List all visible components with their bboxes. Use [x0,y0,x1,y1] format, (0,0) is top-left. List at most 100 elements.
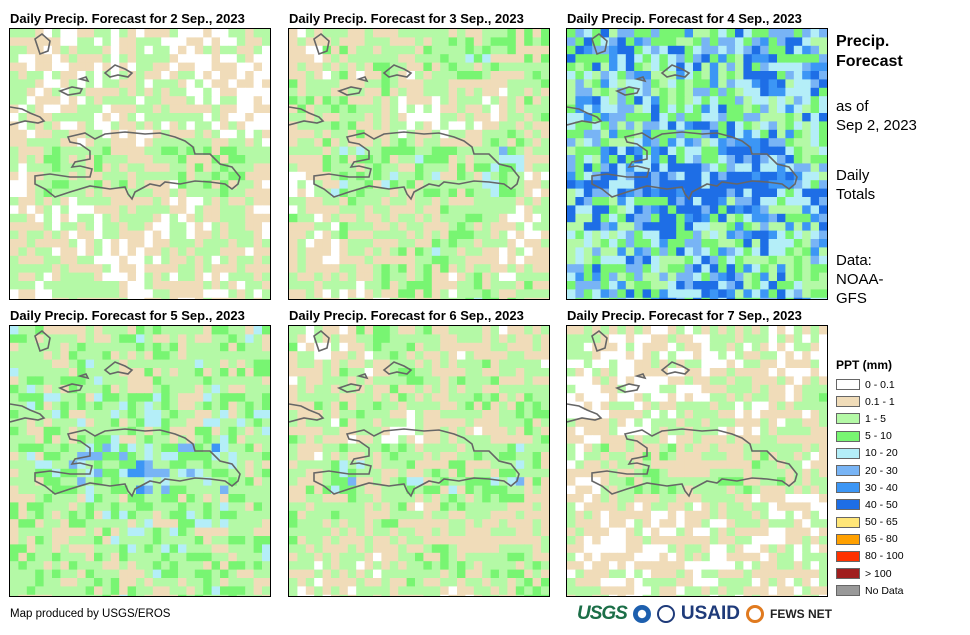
precip-cell [68,255,78,265]
precip-cell [127,544,137,554]
precip-cell [52,569,61,579]
precip-cell [110,87,120,97]
precip-cell [448,368,458,377]
precip-cell [760,29,770,38]
precip-cell [339,96,349,106]
precip-cell [768,121,778,131]
precip-cell [448,197,458,206]
precip-cell [440,205,450,215]
precip-cell [743,138,753,148]
precip-cell [651,45,660,55]
precip-cell [398,230,408,240]
precip-cell [203,426,213,436]
precip-cell [356,163,366,173]
precip-cell [35,239,45,248]
precip-cell [94,96,103,106]
precip-cell [26,264,36,274]
precip-cell [423,255,433,265]
precip-cell [85,376,95,386]
precip-cell [541,205,549,215]
precip-cell [743,180,753,190]
precip-cell [373,29,382,38]
precip-cell [507,410,517,419]
precip-cell [127,578,137,587]
precip-cell [659,255,669,265]
precip-cell [609,272,618,282]
precip-cell [10,29,19,38]
precip-cell [110,326,120,335]
precip-cell [60,138,70,148]
precip-cell [600,239,610,248]
precip-cell [203,468,213,478]
precip-cell [457,79,466,89]
precip-cell [169,544,179,554]
precip-cell [127,401,137,411]
precip-cell [262,264,270,274]
precip-cell [211,289,221,299]
precip-cell [693,281,702,290]
precip-cell [448,426,458,436]
precip-cell [110,37,120,47]
precip-cell [85,289,95,299]
precip-cell [541,146,549,156]
precip-cell [457,368,466,377]
precip-cell [515,121,525,131]
precip-cell [245,544,255,554]
precip-cell [659,45,669,55]
precip-cell [819,87,827,97]
precip-cell [567,121,576,131]
precip-cell [567,87,576,97]
precip-cell [220,384,229,394]
precip-cell [465,527,475,537]
precip-cell [68,536,78,545]
precip-cell [43,443,53,453]
precip-cell [94,163,103,173]
precip-cell [144,527,154,537]
precip-cell [305,544,315,554]
precip-cell [305,96,315,106]
precip-cell [373,460,382,470]
precip-cell [415,393,424,403]
precip-cell [228,62,238,72]
precip-cell [617,87,627,97]
precip-cell [448,138,458,148]
precip-cell [793,239,803,248]
precip-cell [245,326,255,335]
precip-cell [314,468,324,478]
precip-cell [347,552,357,562]
precip-cell [499,494,508,503]
precip-cell [26,477,36,487]
precip-cell [43,519,53,529]
precip-cell [751,37,761,47]
precip-cell [448,384,458,394]
precip-cell [169,222,179,232]
precip-cell [389,163,399,173]
precip-cell [600,104,610,114]
precip-cell [609,71,618,80]
precip-cell [499,552,508,562]
precip-cell [718,79,728,89]
precip-cell [600,297,610,299]
precip-cell [567,239,576,248]
precip-cell [515,468,525,478]
precip-cell [297,334,307,344]
precip-cell [457,443,466,453]
precip-cell [10,121,19,131]
precip-cell [709,146,719,156]
precip-cell [389,264,399,274]
precip-cell [726,155,736,164]
precip-cell [415,289,424,299]
precip-cell [144,452,154,461]
precip-cell [305,359,315,369]
precip-cell [499,104,508,114]
precip-cell [144,544,154,554]
precip-cell [144,29,154,38]
precip-cell [245,121,255,131]
precip-cell [169,435,179,445]
precip-cell [161,180,171,190]
precip-cell [211,418,221,428]
precip-cell [110,96,120,106]
precip-cell [398,272,408,282]
precip-cell [236,255,246,265]
precip-cell [625,213,635,223]
